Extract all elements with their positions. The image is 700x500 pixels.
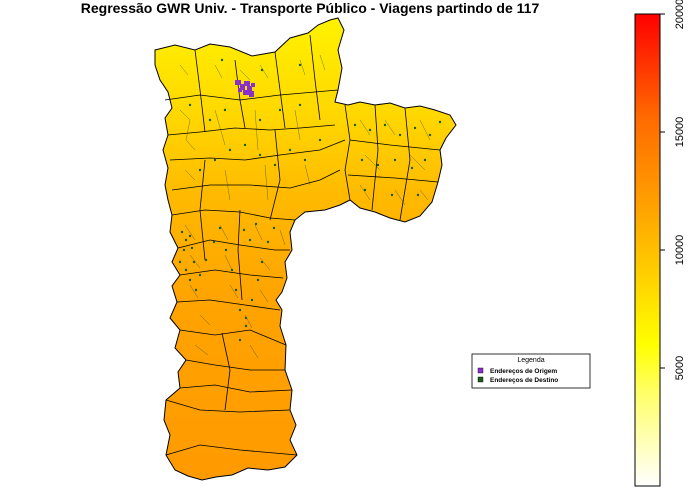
- legend-item-destination: Endereços de Destino: [490, 377, 558, 384]
- tick-label-15000: 15000: [674, 117, 686, 148]
- origin-addresses: [235, 80, 255, 97]
- legend-item-origin: Endereços de Origem: [490, 368, 557, 375]
- district-boundaries: [164, 34, 441, 456]
- tick-label-20000: 20000: [674, 0, 686, 29]
- color-scale-ticks: [660, 13, 665, 369]
- color-scale: 5000 10000 15000 20000: [634, 0, 686, 487]
- legend-swatch-destination: [477, 376, 484, 383]
- legend-swatch-origin: [477, 367, 484, 374]
- map-title: Regressão GWR Univ. - Transporte Público…: [80, 0, 540, 16]
- city-boundary: [154, 17, 457, 481]
- legend: Legenda Endereços de Origem Endereços de…: [471, 353, 591, 389]
- tick-label-5000: 5000: [674, 356, 686, 380]
- legend-title: Legenda: [517, 357, 544, 364]
- destination-addresses: [178, 58, 442, 342]
- tick-label-10000: 10000: [674, 235, 686, 266]
- color-scale-bar: [634, 13, 661, 487]
